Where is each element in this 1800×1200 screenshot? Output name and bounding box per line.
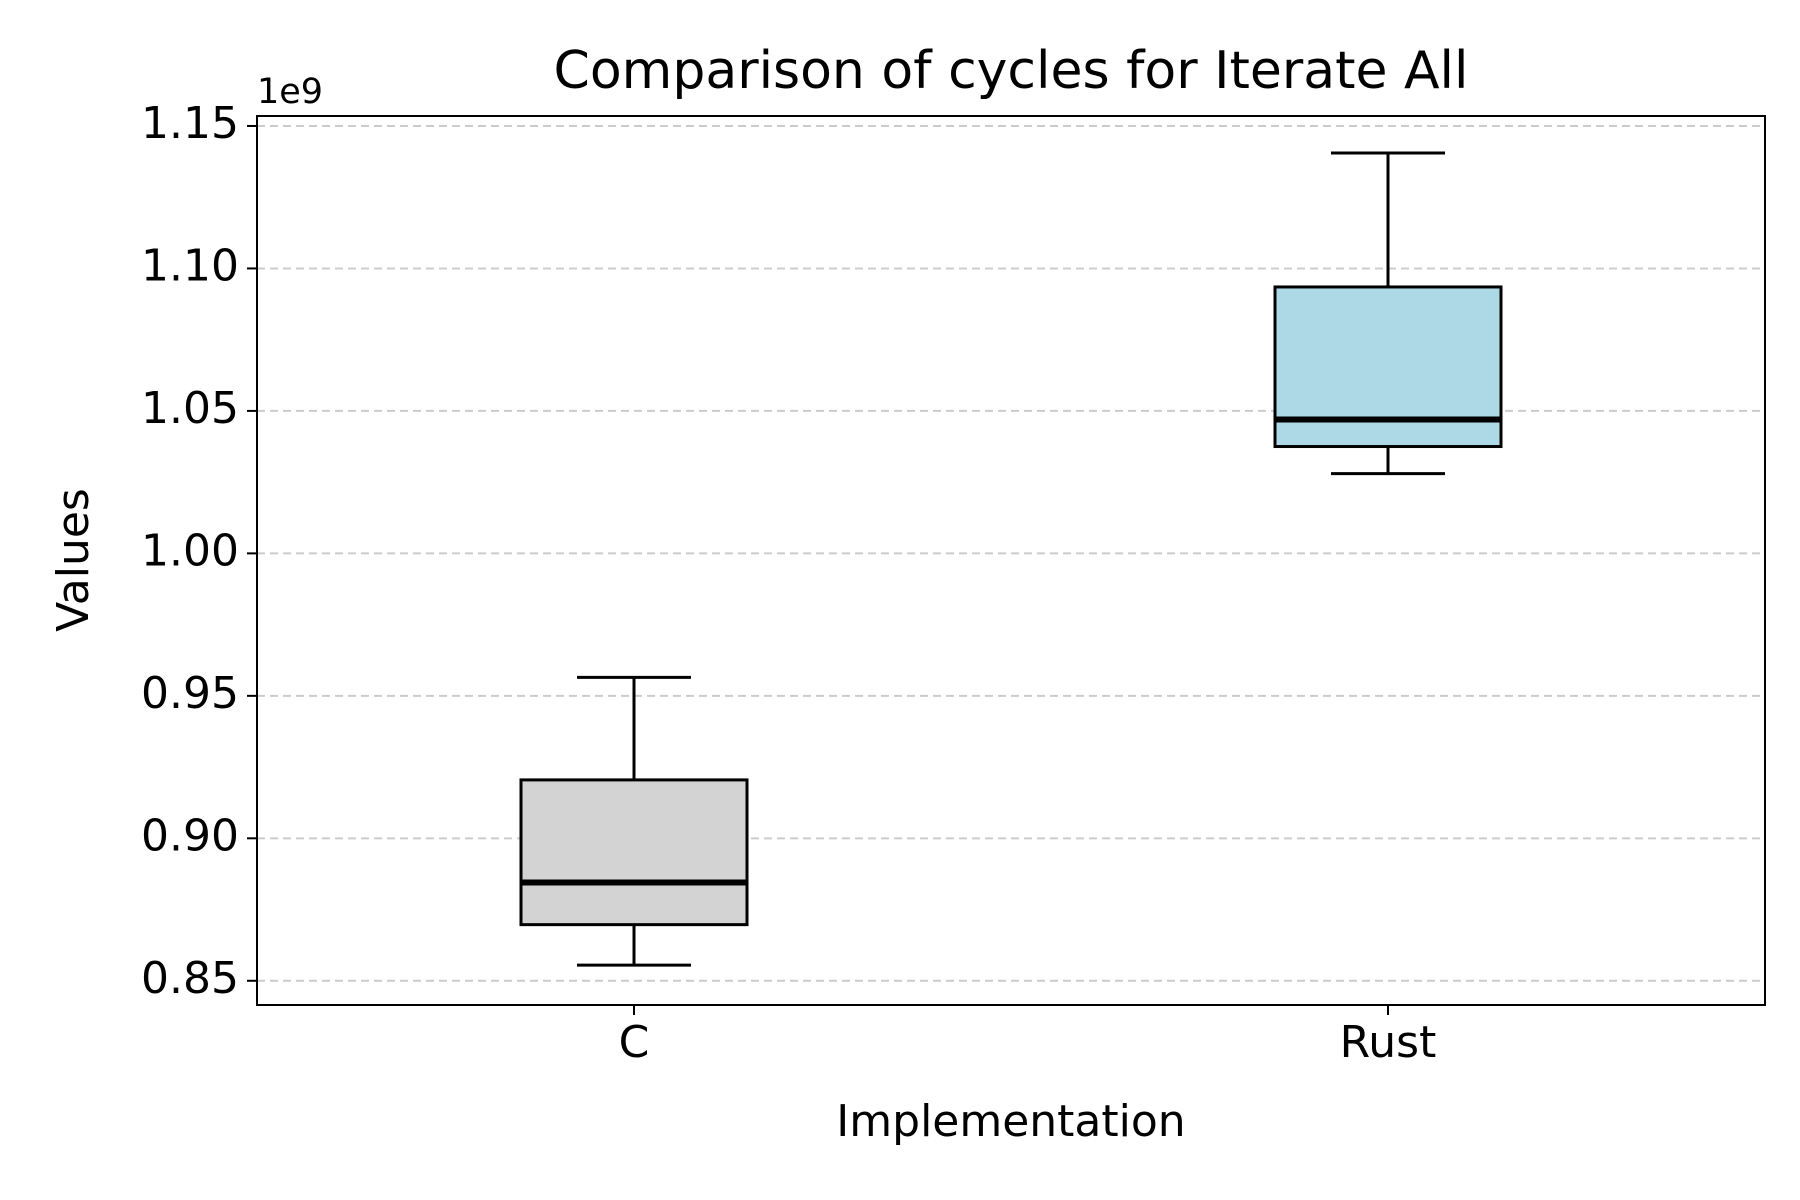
y-axis-label: Values	[48, 488, 99, 632]
grid-lines	[257, 124, 1765, 982]
x-tick-label: C	[619, 1017, 650, 1068]
plot-area-frame	[256, 115, 1766, 1006]
y-axis-ticks: 0.85 0.90 0.95 1.00 1.05 1.10 1.15	[141, 98, 257, 1004]
chart-title: Comparison of cycles for Iterate All	[554, 41, 1469, 101]
box-c	[519, 675, 749, 967]
x-tick-label: Rust	[1340, 1017, 1437, 1068]
boxes-group	[519, 151, 1503, 967]
y-tick-label: 1.00	[141, 525, 239, 576]
y-tick-label: 0.90	[141, 810, 239, 861]
y-tick-label: 0.85	[141, 953, 239, 1004]
y-tick-label: 1.15	[141, 98, 239, 149]
box-iqr	[519, 778, 749, 927]
y-tick-label: 0.95	[141, 668, 239, 719]
box-rust	[1273, 151, 1503, 476]
box-iqr	[1273, 285, 1503, 449]
y-tick-label: 1.05	[141, 383, 239, 434]
x-axis-label: Implementation	[836, 1096, 1185, 1147]
y-axis-offset-label: 1e9	[257, 72, 323, 112]
x-axis-ticks: C Rust	[619, 1005, 1437, 1068]
y-tick-label: 1.10	[141, 240, 239, 291]
